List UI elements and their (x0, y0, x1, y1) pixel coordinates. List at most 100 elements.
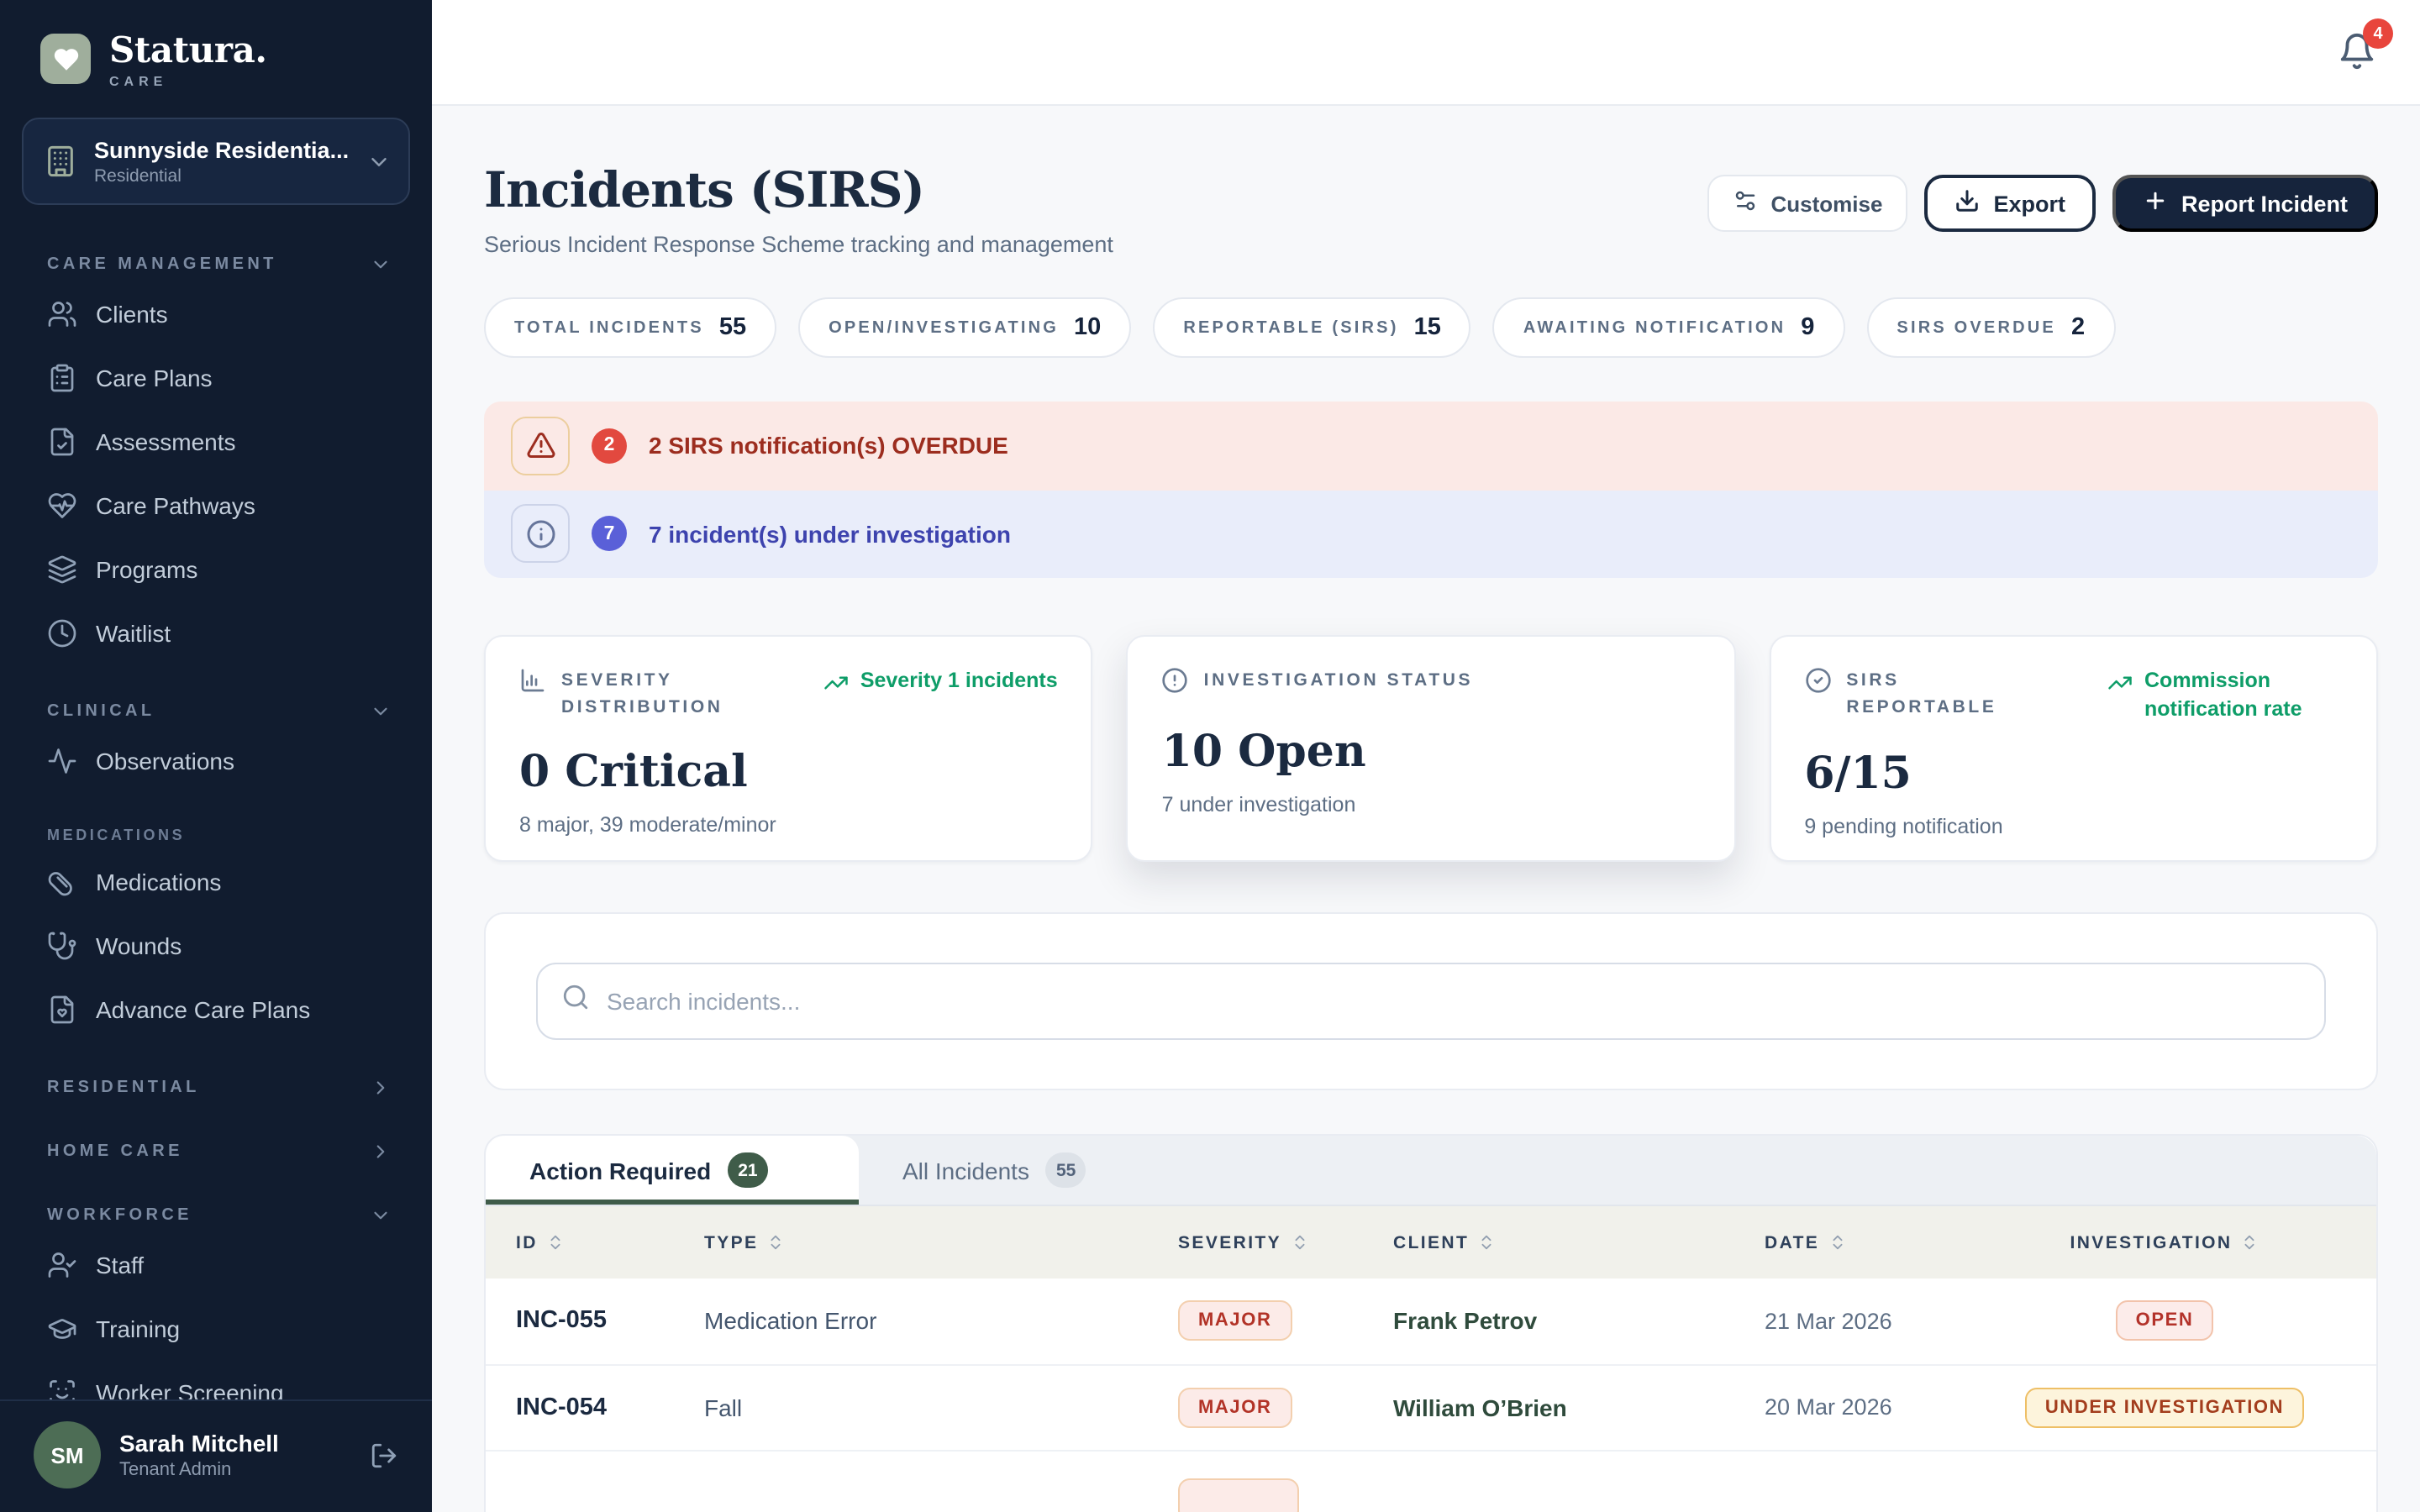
search-section (484, 912, 2378, 1090)
section-header-care-management[interactable]: CARE MANAGEMENT (0, 245, 432, 282)
sidebar-item-label: Medications (96, 869, 222, 895)
sidebar-item-training[interactable]: Training (0, 1297, 432, 1361)
alert-banner-danger[interactable]: 2 2 SIRS notification(s) OVERDUE (484, 402, 2378, 490)
cell-client[interactable]: Frank Petrov (1393, 1307, 1538, 1335)
chevron-down-icon (366, 149, 391, 174)
card-trend: Commission notification rate (2107, 667, 2343, 724)
logout-icon[interactable] (370, 1441, 398, 1469)
sidebar-item-waitlist[interactable]: Waitlist (0, 601, 432, 665)
sidebar-item-clients[interactable]: Clients (0, 282, 432, 346)
user-footer[interactable]: SM Sarah Mitchell Tenant Admin (0, 1399, 432, 1512)
sidebar-item-label: Worker Screening (96, 1379, 284, 1399)
table-row[interactable]: INC-055 Medication Error MAJOR Frank Petrov… (486, 1278, 2376, 1365)
avatar: SM (34, 1421, 101, 1488)
stat-pill-label: REPORTABLE (SIRS) (1183, 318, 1399, 337)
facility-selector[interactable]: Sunnyside Residentia... Residential (22, 118, 410, 205)
search-box[interactable] (536, 963, 2326, 1040)
section-header-medications[interactable]: MEDICATIONS (0, 820, 432, 850)
sidebar-item-assessments[interactable]: Assessments (0, 410, 432, 474)
stat-pill: AWAITING NOTIFICATION 9 (1492, 297, 1845, 358)
sidebar-item-observations[interactable]: Observations (0, 729, 432, 793)
alert-triangle-icon (511, 416, 570, 475)
section-label: CARE MANAGEMENT (47, 255, 277, 273)
sidebar-item-advance-care-plans[interactable]: Advance Care Plans (0, 978, 432, 1042)
sidebar-item-label: Care Plans (96, 365, 213, 391)
main-area: 4 Incidents (SIRS) Serious Incident Resp… (432, 0, 2420, 1512)
export-label: Export (1993, 191, 2065, 216)
stat-pill-label: SIRS OVERDUE (1897, 318, 2056, 337)
section-header-clinical[interactable]: CLINICAL (0, 692, 432, 729)
alert-circle-icon (1162, 667, 1189, 702)
column-label: CLIENT (1393, 1232, 1470, 1252)
search-input[interactable] (607, 988, 2301, 1015)
column-header-severity[interactable]: SEVERITY (1178, 1232, 1393, 1252)
sort-icon (546, 1233, 565, 1252)
stat-pills: TOTAL INCIDENTS 55 OPEN/INVESTIGATING 10 REP… (484, 297, 2378, 358)
card-subtext: 8 major, 39 moderate/minor (519, 812, 776, 837)
section-header-home-care[interactable]: HOME CARE (0, 1132, 432, 1169)
section-label: RESIDENTIAL (47, 1078, 200, 1096)
section-header-workforce[interactable]: WORKFORCE (0, 1196, 432, 1233)
stat-pill: OPEN/INVESTIGATING 10 (798, 297, 1132, 358)
download-icon (1954, 188, 1980, 218)
card-subtext: 9 pending notification (1804, 814, 2003, 838)
sidebar-item-label: Wounds (96, 932, 182, 959)
tab-all-incidents[interactable]: All Incidents 55 (859, 1136, 1129, 1205)
notification-badge: 4 (2363, 18, 2393, 49)
chevron-right-icon (370, 1140, 392, 1162)
sidebar-item-care-plans[interactable]: Care Plans (0, 346, 432, 410)
page-content: Incidents (SIRS) Serious Incident Respon… (432, 106, 2420, 1512)
column-header-date[interactable]: DATE (1765, 1232, 2072, 1252)
column-label: ID (516, 1232, 538, 1252)
customise-button[interactable]: Customise (1707, 175, 1908, 232)
sort-icon (766, 1233, 785, 1252)
card-trend: Severity 1 incidents (823, 667, 1058, 722)
cell-client[interactable]: William O’Brien (1393, 1394, 1567, 1421)
alert-banner-info[interactable]: 7 7 incident(s) under investigation (484, 490, 2378, 578)
section-label: CLINICAL (47, 701, 155, 720)
user-role: Tenant Admin (119, 1460, 232, 1480)
column-header-id[interactable]: ID (516, 1232, 704, 1252)
chevron-down-icon (370, 700, 392, 722)
incidents-table-card: Action Required 21 All Incidents 55 ID TYPE S… (484, 1134, 2378, 1512)
column-header-client[interactable]: CLIENT (1393, 1232, 1765, 1252)
section-label: MEDICATIONS (47, 827, 186, 843)
report-incident-button[interactable]: Report Incident (2112, 175, 2378, 232)
tab-count-badge: 55 (1045, 1152, 1086, 1188)
column-header-type[interactable]: TYPE (704, 1232, 1178, 1252)
trending-up-icon (2107, 667, 2133, 704)
sidebar-item-worker-screening[interactable]: Worker Screening (0, 1361, 432, 1399)
sort-icon (1828, 1233, 1846, 1252)
alert-text: 7 incident(s) under investigation (649, 520, 1011, 548)
tab-action-required[interactable]: Action Required 21 (486, 1136, 859, 1205)
sidebar-item-label: Staff (96, 1252, 145, 1278)
cell-type: Fall (704, 1394, 743, 1421)
sidebar-item-medications[interactable]: Medications (0, 850, 432, 914)
column-header-investigation[interactable]: INVESTIGATION (2070, 1232, 2260, 1252)
severity-badge: MAJOR (1178, 1300, 1292, 1341)
sidebar-item-wounds[interactable]: Wounds (0, 914, 432, 978)
stat-card: INVESTIGATION STATUS 10 Open 7 under inves… (1126, 635, 1736, 862)
graduation-cap-icon (47, 1314, 77, 1344)
sidebar-item-staff[interactable]: Staff (0, 1233, 432, 1297)
card-value: 0 Critical (519, 747, 748, 798)
stat-pill-value: 10 (1074, 314, 1102, 341)
column-label: TYPE (704, 1232, 759, 1252)
notifications-button[interactable]: 4 (2338, 18, 2393, 79)
sidebar-item-programs[interactable]: Programs (0, 538, 432, 601)
stat-card: SEVERITY DISTRIBUTION Severity 1 incident… (484, 635, 1093, 862)
table-row-partial[interactable] (486, 1452, 2376, 1512)
sort-icon (2241, 1233, 2260, 1252)
customise-label: Customise (1770, 191, 1883, 216)
facility-name: Sunnyside Residentia... (94, 137, 350, 162)
tab-label: Action Required (529, 1157, 712, 1184)
sidebar-item-label: Waitlist (96, 620, 171, 647)
stat-pill-value: 55 (718, 314, 747, 341)
brand-name: Statura. (109, 29, 267, 71)
export-button[interactable]: Export (1924, 175, 2096, 232)
table-row[interactable]: INC-054 Fall MAJOR William O’Brien 20 Mar 20… (486, 1365, 2376, 1452)
section-header-residential[interactable]: RESIDENTIAL (0, 1068, 432, 1105)
sidebar-item-care-pathways[interactable]: Care Pathways (0, 474, 432, 538)
card-label: SIRS REPORTABLE (1846, 670, 1997, 718)
sidebar-item-label: Clients (96, 301, 168, 328)
